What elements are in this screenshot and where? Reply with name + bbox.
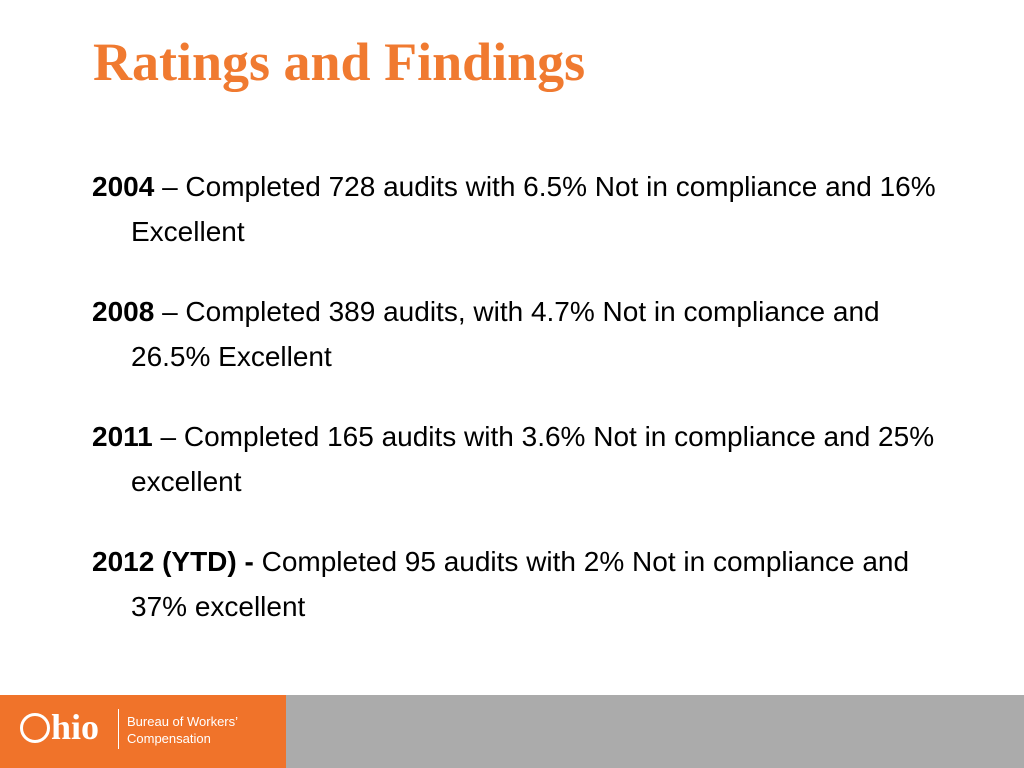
agency-name: Bureau of Workers’ Compensation	[127, 713, 238, 747]
agency-name-line2: Compensation	[127, 731, 211, 746]
finding-item-2008: 2008 – Completed 389 audits, with 4.7% N…	[92, 289, 952, 379]
bwc-logo-block: hio Bureau of Workers’ Compensation	[0, 695, 286, 768]
ohio-o-icon	[20, 713, 50, 743]
agency-name-line1: Bureau of Workers’	[127, 714, 239, 729]
finding-item-2004: 2004 – Completed 728 audits with 6.5% No…	[92, 164, 952, 254]
findings-list: 2004 – Completed 728 audits with 6.5% No…	[92, 164, 952, 664]
logo-divider	[118, 709, 119, 749]
finding-year: 2008	[92, 296, 155, 327]
ohio-logo-text: hio	[51, 707, 100, 747]
finding-text: Completed 95 audits with 2% Not in compl…	[131, 546, 910, 622]
finding-item-2012: 2012 (YTD) - Completed 95 audits with 2%…	[92, 539, 952, 629]
finding-year: 2011	[92, 421, 153, 452]
footer-bar: hio Bureau of Workers’ Compensation	[0, 695, 1024, 768]
finding-text: – Completed 728 audits with 6.5% Not in …	[131, 171, 936, 247]
finding-year: 2012 (YTD) -	[92, 546, 254, 577]
finding-year: 2004	[92, 171, 155, 202]
slide-title: Ratings and Findings	[93, 32, 586, 92]
finding-text: – Completed 389 audits, with 4.7% Not in…	[131, 296, 880, 372]
finding-item-2011: 2011 – Completed 165 audits with 3.6% No…	[92, 414, 952, 504]
ohio-logo: hio	[20, 707, 99, 747]
finding-text: – Completed 165 audits with 3.6% Not in …	[131, 421, 935, 497]
